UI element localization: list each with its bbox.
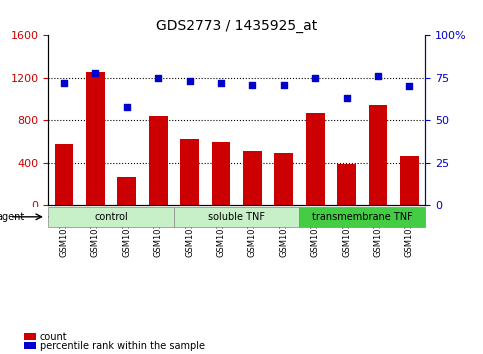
Text: control: control [94, 212, 128, 222]
Point [123, 104, 130, 110]
Point [343, 96, 351, 101]
Bar [174, 207, 299, 227]
Bar [337, 164, 356, 205]
Bar [24, 342, 36, 349]
Point [280, 82, 288, 87]
Bar [306, 113, 325, 205]
FancyArrowPatch shape [44, 215, 49, 219]
Bar [274, 153, 293, 205]
Point [374, 73, 382, 79]
Text: count: count [40, 332, 67, 342]
Bar [149, 116, 168, 205]
Bar [243, 151, 262, 205]
Bar [24, 333, 36, 340]
Point [92, 70, 99, 76]
Text: soluble TNF: soluble TNF [208, 212, 265, 222]
Bar [0, 207, 48, 227]
Text: agent: agent [0, 212, 24, 222]
Point [249, 82, 256, 87]
Bar [180, 139, 199, 205]
Bar [400, 156, 419, 205]
Point [185, 79, 193, 84]
Point [406, 84, 413, 89]
Bar [212, 142, 230, 205]
Bar [48, 207, 174, 227]
Bar [369, 105, 387, 205]
Title: GDS2773 / 1435925_at: GDS2773 / 1435925_at [156, 19, 317, 33]
Point [60, 80, 68, 86]
Text: transmembrane TNF: transmembrane TNF [312, 212, 412, 222]
Bar [55, 144, 73, 205]
Bar [86, 72, 105, 205]
Bar [117, 177, 136, 205]
Text: percentile rank within the sample: percentile rank within the sample [40, 341, 205, 350]
Point [312, 75, 319, 81]
Bar [299, 207, 425, 227]
Point [217, 80, 225, 86]
Point [155, 75, 162, 81]
